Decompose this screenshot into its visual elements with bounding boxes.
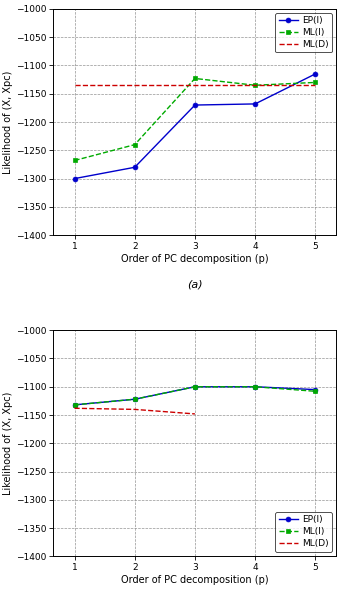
EP(I) [133, 164, 137, 171]
ML(D) [133, 406, 137, 413]
Line: ML(D): ML(D) [75, 408, 195, 414]
Line: EP(I): EP(I) [72, 72, 318, 181]
ML(I) [193, 75, 197, 82]
ML(I) [313, 79, 317, 86]
ML(I) [133, 395, 137, 403]
Line: ML(I): ML(I) [72, 384, 318, 407]
Line: EP(I): EP(I) [72, 384, 318, 407]
Legend: EP(I), ML(I), ML(D): EP(I), ML(I), ML(D) [275, 12, 332, 52]
EP(I) [253, 383, 257, 390]
ML(D) [193, 410, 197, 417]
EP(I) [193, 101, 197, 108]
ML(I) [133, 141, 137, 148]
EP(I) [193, 383, 197, 390]
EP(I) [72, 175, 77, 182]
EP(I) [133, 395, 137, 403]
ML(D) [72, 405, 77, 412]
ML(I) [253, 82, 257, 89]
Y-axis label: Likelihood of (X, Xpc): Likelihood of (X, Xpc) [3, 70, 13, 173]
X-axis label: Order of PC decomposition (p): Order of PC decomposition (p) [121, 575, 269, 585]
X-axis label: Order of PC decomposition (p): Order of PC decomposition (p) [121, 254, 269, 264]
EP(I) [72, 401, 77, 408]
Line: ML(I): ML(I) [72, 76, 318, 163]
EP(I) [313, 386, 317, 393]
ML(I) [72, 157, 77, 164]
ML(I) [72, 401, 77, 408]
Y-axis label: Likelihood of (X, Xpc): Likelihood of (X, Xpc) [3, 392, 13, 495]
ML(I) [253, 383, 257, 390]
Text: (a): (a) [187, 279, 203, 289]
EP(I) [313, 70, 317, 78]
ML(I) [313, 388, 317, 395]
EP(I) [253, 101, 257, 108]
ML(I) [193, 383, 197, 390]
Legend: EP(I), ML(I), ML(D): EP(I), ML(I), ML(D) [275, 512, 332, 552]
